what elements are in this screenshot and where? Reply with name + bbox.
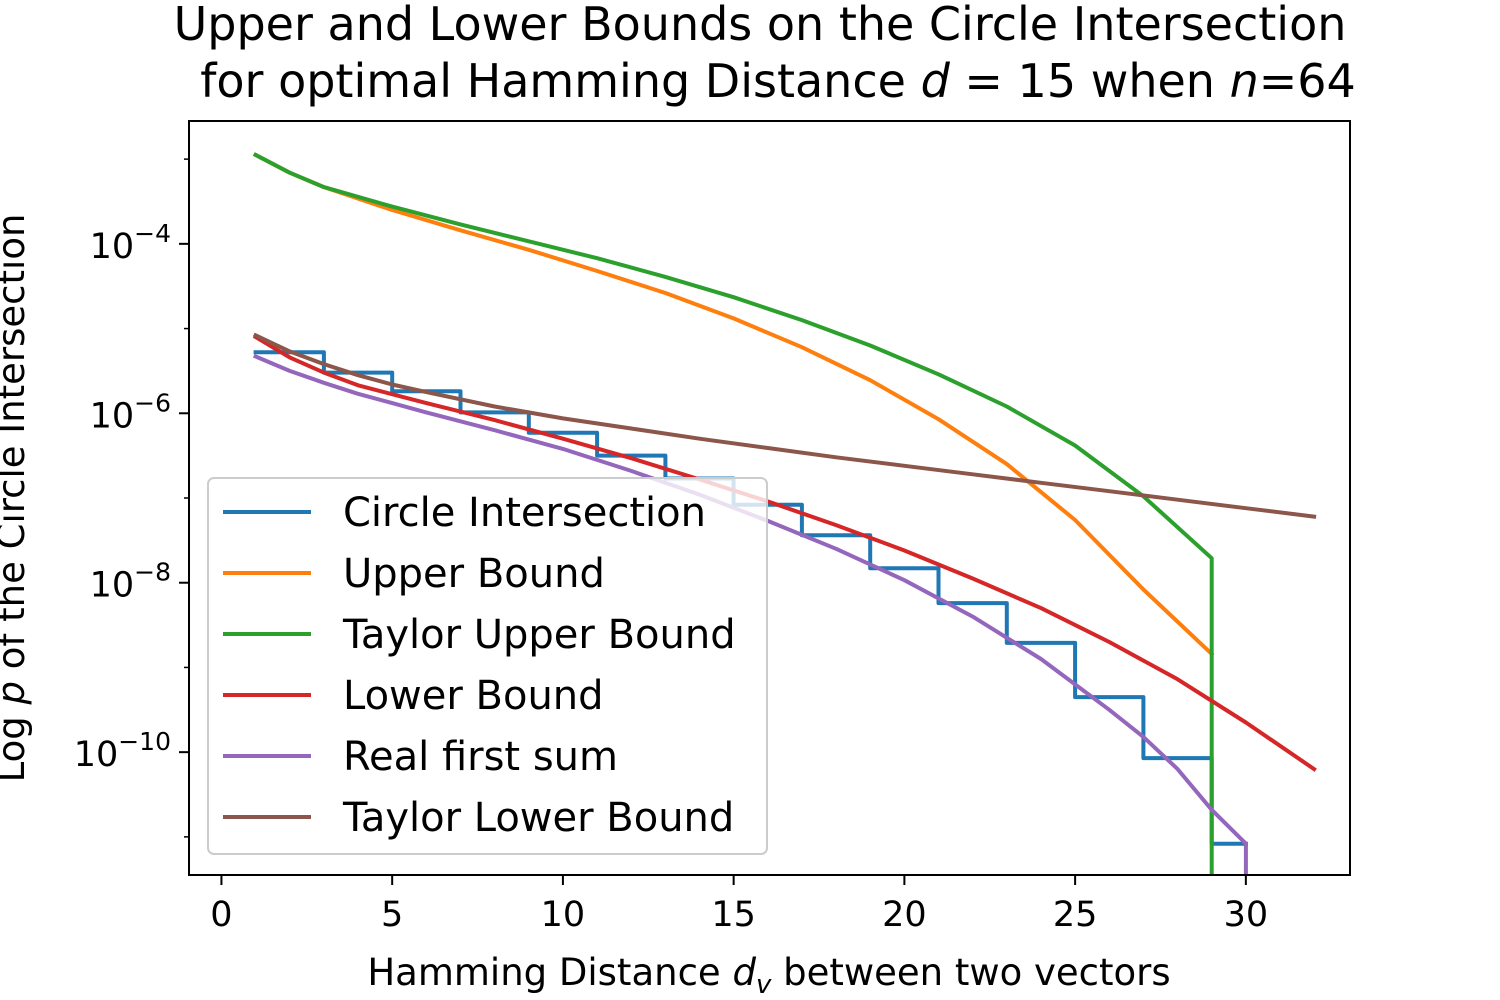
legend-box <box>207 477 768 855</box>
xlabel-var: d <box>732 951 756 994</box>
y-axis-label: Log p of the Circle Intersection <box>0 214 33 783</box>
legend-label-4: Real first sum <box>343 734 618 780</box>
series-line-5 <box>252 332 1317 519</box>
legend-label-2: Taylor Upper Bound <box>342 612 736 658</box>
y-tick-label: 10−6 <box>90 388 171 436</box>
ylabel-suffix: of the Circle Intersection <box>0 214 33 681</box>
legend-label-5: Taylor Lower Bound <box>342 795 734 841</box>
legend: Circle Intersection Upper Bound Taylor Upp… <box>207 477 768 855</box>
xlabel-sub: v <box>756 970 772 1000</box>
y-axis-ticks: 10−4 10−6 10−8 10−10 <box>74 158 189 838</box>
x-tick-label: 20 <box>882 895 927 935</box>
y-tick-label: 10−4 <box>90 219 171 267</box>
ylabel-var: p <box>0 681 33 706</box>
series-line-2 <box>252 152 1214 875</box>
xlabel-suffix: between two vectors <box>771 951 1170 994</box>
ylabel-prefix: Log <box>0 705 33 783</box>
x-tick-label: 15 <box>711 895 756 935</box>
x-tick-label: 25 <box>1053 895 1098 935</box>
y-tick-label: 10−10 <box>74 727 171 775</box>
x-tick-label: 30 <box>1224 895 1269 935</box>
x-tick-label: 5 <box>381 895 403 935</box>
x-axis-label: Hamming Distance dv between two vectors <box>367 951 1170 1000</box>
x-tick-label: 0 <box>210 895 232 935</box>
series-line-4 <box>252 353 1248 875</box>
y-tick-label: 10−8 <box>90 558 171 606</box>
title-suffix: =64 <box>1259 54 1356 108</box>
title-mid: = 15 when <box>950 54 1230 108</box>
x-tick-label: 10 <box>541 895 586 935</box>
x-axis-ticks: 0 5 10 15 20 25 30 <box>210 875 1268 935</box>
chart-title-line2: for optimal Hamming Distance d = 15 when… <box>200 54 1356 108</box>
title-d-var: d <box>921 54 951 108</box>
legend-label-3: Lower Bound <box>343 673 604 719</box>
chart-title-line1: Upper and Lower Bounds on the Circle Int… <box>174 0 1347 51</box>
legend-label-0: Circle Intersection <box>343 490 706 536</box>
series-layer <box>252 152 1317 875</box>
legend-label-1: Upper Bound <box>343 551 605 597</box>
title-n-var: n <box>1230 54 1259 108</box>
xlabel-prefix: Hamming Distance <box>367 951 732 994</box>
title-prefix: for optimal Hamming Distance <box>200 54 920 108</box>
